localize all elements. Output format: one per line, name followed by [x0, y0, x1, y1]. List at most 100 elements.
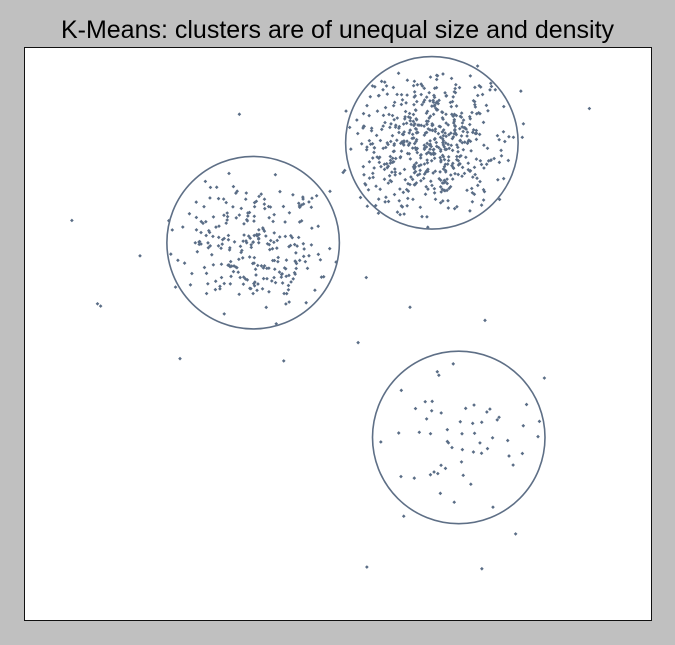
data-point — [412, 476, 417, 480]
data-point — [361, 111, 366, 116]
data-point — [466, 161, 471, 166]
data-point — [440, 137, 445, 141]
data-point — [411, 112, 416, 117]
data-point — [383, 120, 387, 125]
data-point — [232, 240, 237, 244]
data-point — [293, 272, 298, 276]
data-point — [262, 202, 267, 206]
data-point — [190, 271, 194, 276]
data-point — [253, 280, 257, 284]
data-point — [178, 356, 182, 361]
data-point — [378, 187, 382, 192]
data-point — [429, 152, 433, 157]
data-point — [381, 146, 386, 151]
data-point — [284, 258, 289, 262]
data-point — [381, 124, 386, 128]
data-point — [310, 226, 314, 231]
data-point — [459, 111, 464, 115]
data-point — [276, 259, 280, 264]
data-point — [284, 274, 289, 279]
data-point — [264, 234, 268, 238]
data-point — [430, 104, 434, 108]
data-point — [279, 272, 284, 277]
data-point — [415, 173, 420, 177]
data-point — [442, 157, 447, 162]
data-point — [267, 215, 271, 220]
data-point — [419, 82, 423, 86]
data-point — [497, 160, 502, 165]
data-point — [270, 246, 275, 251]
data-point — [405, 78, 410, 83]
data-point — [524, 402, 529, 407]
data-point — [411, 197, 415, 202]
data-point — [391, 103, 396, 108]
data-point — [414, 108, 418, 113]
data-point — [240, 256, 245, 260]
data-point — [495, 133, 500, 138]
data-point — [253, 267, 258, 272]
data-point — [501, 104, 506, 109]
data-point — [307, 253, 311, 258]
data-point — [283, 220, 287, 224]
data-point — [430, 399, 435, 404]
data-point — [403, 109, 408, 114]
data-point — [474, 137, 479, 142]
data-point — [427, 116, 432, 120]
data-point — [388, 178, 393, 183]
data-point — [452, 119, 457, 123]
data-point — [438, 147, 443, 152]
data-point — [460, 140, 465, 145]
data-point — [236, 270, 241, 275]
data-point — [489, 84, 494, 89]
data-point — [216, 235, 221, 240]
data-point — [272, 231, 277, 235]
data-point — [475, 64, 480, 68]
data-point — [399, 388, 404, 393]
data-point — [445, 427, 450, 432]
data-point — [497, 137, 502, 142]
data-point — [252, 204, 257, 209]
data-point — [422, 162, 427, 166]
data-point — [476, 110, 481, 115]
data-point — [431, 112, 436, 117]
data-point — [282, 266, 287, 270]
data-point — [247, 255, 252, 259]
data-point — [372, 145, 377, 150]
data-point — [445, 188, 449, 193]
data-point — [226, 233, 231, 238]
data-point — [402, 167, 407, 172]
data-point — [441, 72, 445, 76]
data-point — [453, 90, 458, 95]
data-point — [407, 151, 412, 156]
data-point — [307, 200, 311, 204]
data-point — [399, 92, 404, 97]
data-point — [419, 178, 423, 183]
data-point — [384, 84, 389, 88]
data-point — [461, 147, 466, 152]
data-point — [359, 142, 364, 146]
data-point — [302, 247, 306, 251]
data-point — [248, 286, 253, 291]
data-point — [449, 76, 454, 81]
data-point — [293, 260, 298, 264]
data-point — [435, 369, 440, 374]
data-point — [401, 514, 406, 519]
data-point — [454, 104, 459, 108]
data-point — [439, 160, 443, 164]
data-point — [434, 101, 439, 105]
data-point — [327, 246, 332, 251]
data-point — [520, 451, 525, 456]
data-point — [513, 532, 518, 536]
data-point — [328, 189, 332, 194]
data-point — [399, 474, 403, 479]
data-point — [407, 111, 412, 116]
data-point — [272, 212, 276, 217]
data-point — [520, 135, 525, 140]
data-point — [441, 117, 445, 122]
data-point — [257, 194, 261, 199]
data-point — [378, 440, 383, 444]
data-point — [468, 209, 472, 213]
data-point — [536, 434, 540, 439]
data-point — [70, 218, 74, 223]
